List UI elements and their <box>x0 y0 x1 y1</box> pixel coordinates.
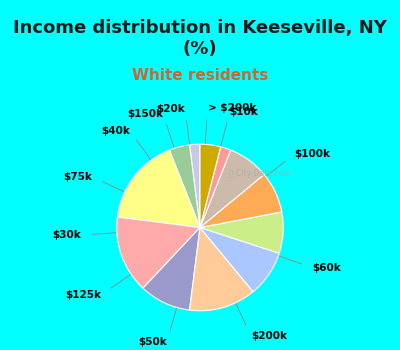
Text: > $200k: > $200k <box>208 103 256 113</box>
Wedge shape <box>190 144 200 228</box>
Text: $60k: $60k <box>312 263 341 273</box>
Text: ⓘ City-Data.com: ⓘ City-Data.com <box>230 169 291 178</box>
Wedge shape <box>117 217 200 288</box>
Text: $20k: $20k <box>156 104 185 114</box>
Wedge shape <box>200 147 231 228</box>
Wedge shape <box>143 228 200 310</box>
Wedge shape <box>200 174 282 228</box>
Wedge shape <box>200 150 264 228</box>
Text: $75k: $75k <box>63 172 92 182</box>
Text: $200k: $200k <box>251 331 287 341</box>
Wedge shape <box>169 145 200 228</box>
Wedge shape <box>200 228 279 292</box>
Text: $10k: $10k <box>230 107 258 117</box>
Text: $150k: $150k <box>127 109 163 119</box>
Text: $30k: $30k <box>52 230 81 240</box>
Text: $100k: $100k <box>294 149 330 159</box>
Wedge shape <box>200 212 283 253</box>
Text: Income distribution in Keeseville, NY
(%): Income distribution in Keeseville, NY (%… <box>13 19 387 58</box>
Wedge shape <box>200 144 221 228</box>
Text: $50k: $50k <box>138 337 167 347</box>
Text: $40k: $40k <box>101 126 130 136</box>
Text: White residents: White residents <box>132 68 268 83</box>
Wedge shape <box>117 150 200 228</box>
Wedge shape <box>190 228 253 311</box>
Text: $125k: $125k <box>65 290 101 300</box>
